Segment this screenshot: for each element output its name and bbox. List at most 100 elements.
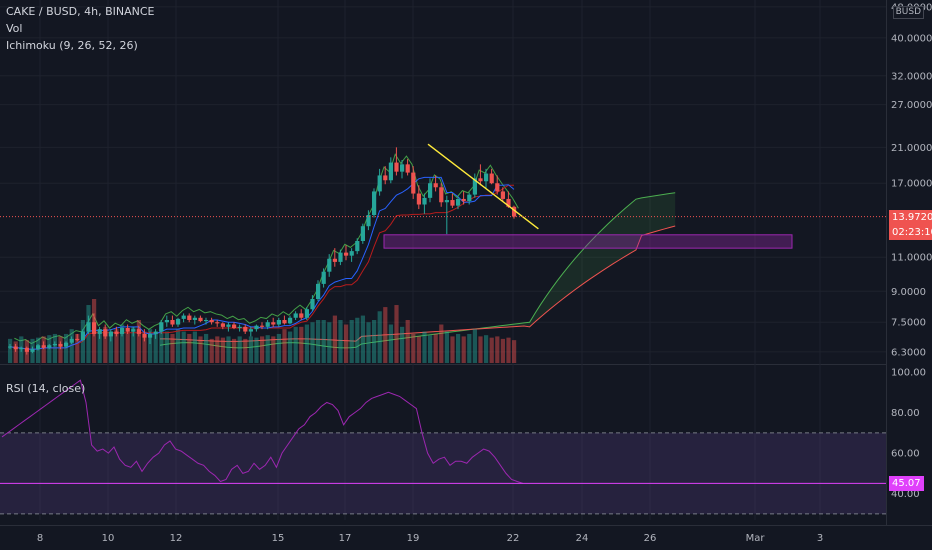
candle-body[interactable] (254, 325, 259, 330)
candle-body[interactable] (108, 331, 113, 337)
candle-body[interactable] (64, 342, 69, 347)
candle-body[interactable] (332, 258, 337, 262)
candle-body[interactable] (500, 191, 505, 199)
candle-body[interactable] (114, 331, 119, 334)
candle-body[interactable] (411, 172, 416, 194)
candle-body[interactable] (355, 240, 360, 252)
candle-body[interactable] (226, 324, 231, 327)
candle-body[interactable] (450, 200, 455, 206)
candle-body[interactable] (489, 173, 494, 184)
candle-body[interactable] (327, 258, 332, 272)
support-zone-rectangle[interactable] (383, 234, 793, 249)
candle-body[interactable] (30, 349, 35, 352)
candle-body[interactable] (181, 315, 186, 319)
candle-body[interactable] (512, 206, 517, 217)
candle-body[interactable] (383, 175, 388, 181)
candle-body[interactable] (120, 328, 125, 334)
candle-body[interactable] (153, 331, 158, 334)
volume-indicator-label[interactable]: Vol (6, 22, 23, 35)
candle-body[interactable] (97, 329, 102, 334)
candle-body[interactable] (282, 319, 287, 324)
candle-body[interactable] (69, 338, 74, 343)
volume-bar (271, 336, 276, 363)
candle-body[interactable] (416, 193, 421, 205)
candle-body[interactable] (164, 319, 169, 323)
candle-body[interactable] (8, 346, 13, 348)
candle-body[interactable] (461, 198, 466, 202)
candle-body[interactable] (394, 162, 399, 172)
candle-body[interactable] (136, 329, 141, 334)
candle-body[interactable] (92, 322, 97, 334)
candle-body[interactable] (293, 313, 298, 318)
candle-body[interactable] (148, 333, 153, 338)
volume-bar (13, 341, 18, 363)
candle-body[interactable] (456, 198, 461, 206)
candle-body[interactable] (192, 317, 197, 320)
candle-body[interactable] (232, 324, 237, 329)
candle-body[interactable] (360, 226, 365, 241)
candle-body[interactable] (433, 183, 438, 188)
candle-body[interactable] (472, 178, 477, 195)
candle-body[interactable] (170, 319, 175, 325)
candle-body[interactable] (467, 194, 472, 202)
candle-body[interactable] (316, 283, 321, 299)
candle-body[interactable] (422, 197, 427, 205)
candle-body[interactable] (265, 322, 270, 327)
candle-body[interactable] (125, 328, 130, 332)
candle-body[interactable] (299, 313, 304, 318)
ichimoku-indicator-label[interactable]: Ichimoku (9, 26, 52, 26) (6, 39, 138, 52)
candle-body[interactable] (198, 317, 203, 322)
candle-body[interactable] (484, 173, 489, 182)
price-tick-label: 32.0000 (891, 71, 932, 82)
candle-body[interactable] (400, 164, 405, 172)
candle-body[interactable] (220, 323, 225, 327)
candle-body[interactable] (58, 343, 63, 347)
rsi-indicator-label[interactable]: RSI (14, close) (6, 382, 86, 395)
candle-body[interactable] (176, 318, 181, 325)
candle-body[interactable] (349, 251, 354, 256)
candle-body[interactable] (310, 298, 315, 310)
candle-body[interactable] (24, 347, 29, 352)
candle-body[interactable] (142, 333, 147, 338)
candle-body[interactable] (204, 319, 209, 322)
candle-body[interactable] (86, 322, 91, 332)
candle-body[interactable] (321, 271, 326, 284)
candle-body[interactable] (444, 200, 449, 203)
candle-body[interactable] (506, 198, 511, 207)
candle-body[interactable] (215, 322, 220, 324)
candle-body[interactable] (366, 215, 371, 227)
candle-body[interactable] (209, 319, 214, 323)
candle-body[interactable] (103, 329, 108, 337)
candle-body[interactable] (271, 322, 276, 325)
candle-body[interactable] (495, 183, 500, 192)
candle-body[interactable] (80, 331, 85, 341)
candle-body[interactable] (131, 329, 136, 332)
candle-body[interactable] (52, 343, 57, 346)
candle-body[interactable] (338, 252, 343, 262)
candle-body[interactable] (304, 309, 309, 318)
candle-body[interactable] (276, 319, 281, 325)
candle-body[interactable] (428, 183, 433, 198)
candle-body[interactable] (260, 325, 265, 327)
candle-body[interactable] (47, 345, 52, 348)
candle-body[interactable] (344, 252, 349, 256)
candle-body[interactable] (187, 315, 192, 320)
candle-body[interactable] (159, 322, 164, 332)
candle-body[interactable] (36, 345, 41, 350)
descending-trendline[interactable] (427, 143, 539, 230)
candle-body[interactable] (237, 326, 242, 329)
candle-body[interactable] (248, 329, 253, 332)
candle-body[interactable] (75, 338, 80, 341)
candle-body[interactable] (372, 191, 377, 216)
candle-body[interactable] (377, 175, 382, 192)
candle-body[interactable] (439, 187, 444, 203)
candle-body[interactable] (19, 347, 24, 350)
candle-body[interactable] (388, 162, 393, 181)
candle-body[interactable] (13, 346, 18, 350)
candle-body[interactable] (243, 326, 248, 332)
candle-body[interactable] (405, 164, 410, 173)
candle-body[interactable] (41, 345, 46, 348)
candle-body[interactable] (288, 317, 293, 324)
candle-body[interactable] (478, 178, 483, 182)
